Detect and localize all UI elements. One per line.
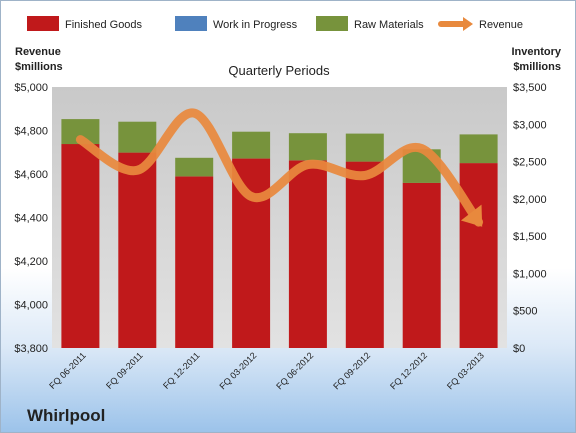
bar-raw-materials-3 <box>232 131 271 159</box>
chart-subtitle: Quarterly Periods <box>228 63 330 78</box>
bar-finished-goods-6 <box>402 182 441 348</box>
bar-finished-goods-7 <box>459 163 498 348</box>
right-axis-tick-label: $500 <box>513 306 537 318</box>
x-axis-label: FQ 06-2012 <box>274 350 315 391</box>
bar-finished-goods-2 <box>175 176 214 348</box>
legend-swatch-finished-goods <box>27 16 59 31</box>
legend-label: Work in Progress <box>213 19 298 31</box>
bar-raw-materials-2 <box>175 157 214 177</box>
bar-raw-materials-5 <box>345 133 384 162</box>
left-axis-tick-label: $4,400 <box>14 213 48 225</box>
revenue-line <box>75 108 484 227</box>
left-axis-tick-label: $4,800 <box>14 126 48 138</box>
bar-finished-goods-5 <box>345 161 384 348</box>
right-axis-tick-label: $1,500 <box>513 231 547 243</box>
legend-swatch-raw-materials <box>316 16 348 31</box>
x-axis-label: FQ 03-2012 <box>217 350 258 391</box>
legend-label: Finished Goods <box>65 19 143 31</box>
x-axis-labels: FQ 06-2011 FQ 09-2011 FQ 12-2011 FQ 03-2012… <box>47 350 486 391</box>
x-axis-label: FQ 03-2013 <box>445 350 486 391</box>
revenue-line-group <box>75 108 484 227</box>
company-name: Whirlpool <box>27 406 105 425</box>
bars-group <box>61 119 498 348</box>
revenue-arrowhead <box>460 204 483 227</box>
bar-finished-goods-0 <box>61 144 100 348</box>
bar-raw-materials-7 <box>459 134 498 164</box>
right-axis-tick-label: $0 <box>513 343 525 355</box>
left-axis-tick-label: $4,600 <box>14 169 48 181</box>
left-axis-tick-label: $4,000 <box>14 300 48 312</box>
right-axis-ticks: $0 $500 $1,000 $1,500 $2,000 $2,500 $3,000 $3,5… <box>513 82 547 355</box>
legend-label: Revenue <box>479 19 523 31</box>
legend: Finished Goods Work in Progress Raw Materi… <box>27 16 523 31</box>
right-axis-tick-label: $1,000 <box>513 268 547 280</box>
right-axis-tick-label: $3,500 <box>513 82 547 94</box>
left-axis-tick-label: $3,800 <box>14 343 48 355</box>
left-axis-title-line1: Revenue <box>15 46 61 58</box>
bar-raw-materials-4 <box>288 133 327 161</box>
right-axis-title-line2: $millions <box>513 61 561 73</box>
x-axis-label: FQ 06-2011 <box>47 350 88 391</box>
legend-swatch-work-in-progress <box>175 16 207 31</box>
right-axis-title-line1: Inventory <box>511 46 561 58</box>
bar-finished-goods-4 <box>288 160 327 348</box>
bar-finished-goods-1 <box>118 152 157 348</box>
x-axis-label: FQ 09-2011 <box>104 350 145 391</box>
right-axis-tick-label: $2,500 <box>513 157 547 169</box>
legend-label: Raw Materials <box>354 19 424 31</box>
right-axis-tick-label: $3,000 <box>513 119 547 131</box>
x-axis-label: FQ 12-2011 <box>161 350 202 391</box>
left-axis-title-line2: $millions <box>15 61 63 73</box>
left-axis-ticks: $3,800 $4,000 $4,200 $4,400 $4,600 $4,800 $5,0… <box>14 82 48 355</box>
legend-arrow-revenue <box>463 17 473 31</box>
left-axis-tick-label: $5,000 <box>14 82 48 94</box>
bar-raw-materials-1 <box>118 121 157 153</box>
right-axis-tick-label: $2,000 <box>513 194 547 206</box>
left-axis-tick-label: $4,200 <box>14 256 48 268</box>
x-axis-label: FQ 12-2012 <box>388 350 429 391</box>
x-axis-label: FQ 09-2012 <box>331 350 372 391</box>
